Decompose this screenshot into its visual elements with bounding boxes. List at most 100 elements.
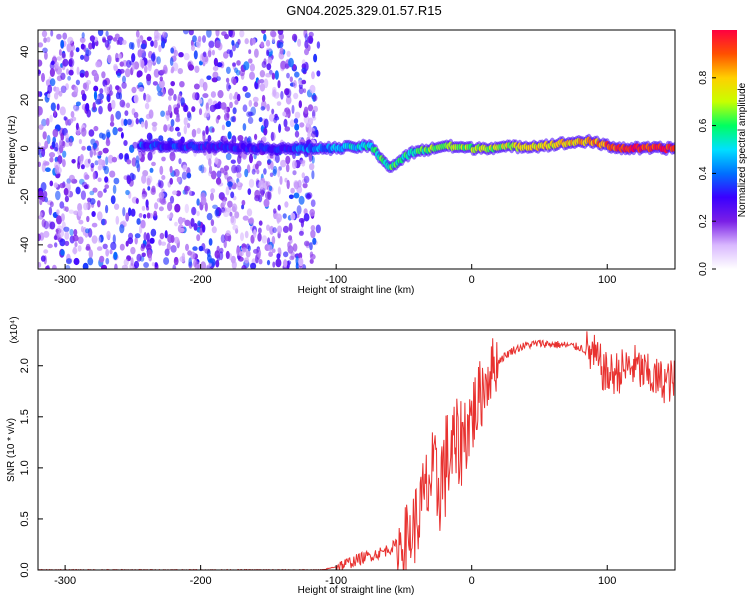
colorbar-label: Normalized spectral amplitude xyxy=(737,82,748,217)
spectrogram-noise-cell xyxy=(75,186,81,195)
spectrogram-noise-cell xyxy=(254,133,258,140)
spectrogram-noise-cell xyxy=(115,85,120,91)
spectrogram-noise-cell xyxy=(188,190,192,196)
spectrogram-noise-cell xyxy=(72,104,77,110)
spectrogram-noise-cell xyxy=(275,154,280,164)
spectrogram-noise-cell xyxy=(282,213,287,219)
spectrogram-noise-cell xyxy=(260,41,265,48)
spectrogram-noise-cell xyxy=(248,58,253,64)
spectrogram-noise-cell xyxy=(265,39,271,47)
spectrogram-noise-cell xyxy=(146,73,152,82)
spectrogram-noise-cell xyxy=(101,218,105,226)
spectrogram-noise-cell xyxy=(263,168,267,175)
spectrogram-noise-cell xyxy=(223,165,230,171)
spectrogram-noise-cell xyxy=(292,64,297,70)
spectrogram-noise-cell xyxy=(160,110,166,117)
spectrogram-noise-cell xyxy=(44,196,48,203)
spectrogram-noise-cell xyxy=(64,240,70,247)
spectrogram-noise-cell xyxy=(70,50,74,58)
spectrogram-noise-cell xyxy=(177,216,184,225)
spectrogram-noise-cell xyxy=(288,57,294,68)
spectrogram-noise-cell xyxy=(283,118,288,128)
spectrogram-noise-cell xyxy=(93,149,97,156)
spectrogram-noise-cell xyxy=(307,132,312,138)
colorbar: 0.0 0.2 0.4 0.6 0.8 Normalized spectral ampl… xyxy=(698,30,748,276)
spectrogram-noise-cell xyxy=(266,49,270,56)
snr-x-tick-label: 0 xyxy=(469,575,475,587)
spectrogram-noise-cell xyxy=(290,187,295,194)
spectrogram-noise-cell xyxy=(38,106,43,116)
spectrogram-noise-cell xyxy=(249,63,255,72)
spectrogram-noise-cell xyxy=(93,125,99,132)
spectrogram-noise-cell xyxy=(66,258,72,265)
spectrogram-noise-cell xyxy=(267,57,273,65)
spectrogram-noise-cell xyxy=(263,198,270,208)
spectrogram-noise-cell xyxy=(234,99,239,105)
spectrogram-noise-cell xyxy=(81,93,87,102)
spectrogram-noise-cell xyxy=(58,145,64,154)
spectrogram-noise-cell xyxy=(310,199,316,207)
spectrogram-noise-cell xyxy=(104,39,110,48)
spectrogram-noise-cell xyxy=(160,241,167,246)
spectrogram-noise-cell xyxy=(90,162,95,168)
spectrogram-noise-cell xyxy=(293,118,299,124)
spectrogram-noise-cell xyxy=(97,200,101,208)
spectrogram-noise-cell xyxy=(263,127,268,136)
spectrogram-noise-cell xyxy=(197,220,202,227)
spectrogram-noise-cell xyxy=(210,91,216,98)
spectrogram-noise-cell xyxy=(275,258,282,268)
spectrogram-noise-cell xyxy=(141,59,145,69)
spectrogram-noise-cell xyxy=(82,262,89,269)
spectrogram-noise-cell xyxy=(204,248,211,254)
spectrogram-noise-cell xyxy=(109,84,113,92)
spectrogram-noise-cell xyxy=(103,188,107,193)
spectrogram-noise-cell xyxy=(212,66,219,71)
spectrogram-noise-cell xyxy=(241,199,246,206)
spectrogram-noise-cell xyxy=(178,52,184,58)
spectrogram-noise-cell xyxy=(105,30,109,37)
spectrogram-noise-cell xyxy=(298,257,304,267)
spectrogram-noise-cell xyxy=(266,103,270,112)
spectrogram-noise-cell xyxy=(161,40,165,49)
spectrogram-noise-cell xyxy=(232,224,239,231)
spectrogram-noise-cell xyxy=(149,167,154,173)
spectrogram-noise-cell xyxy=(161,156,166,162)
spectrogram-noise-cell xyxy=(140,243,146,249)
spectrogram-noise-cell xyxy=(104,176,109,183)
spectrogram-noise-cell xyxy=(132,141,138,149)
spectrogram-noise-cell xyxy=(299,122,305,128)
spectrogram-noise-cell xyxy=(216,170,222,178)
spectrogram-noise-cell xyxy=(270,160,274,171)
spectrogram-noise-cell xyxy=(77,236,84,245)
spectrogram-noise-cell xyxy=(67,36,74,45)
spectrogram-noise-cell xyxy=(244,38,249,45)
spectrogram-noise-cell xyxy=(169,177,173,185)
snr-y-tick-label: 0.0 xyxy=(19,562,31,577)
spectrogram-noise-cell xyxy=(180,97,185,106)
spectrogram-noise-cell xyxy=(143,214,147,219)
spectrogram-noise-cell xyxy=(242,104,248,112)
spectrogram-noise-cell xyxy=(41,118,47,127)
spectrogram-noise-cell xyxy=(277,80,281,89)
spectrogram-noise-cell xyxy=(301,67,307,74)
spectrogram-noise-cell xyxy=(146,132,153,141)
spectrogram-noise-cell xyxy=(163,257,170,265)
spectrogram-noise-cell xyxy=(125,102,131,109)
spectrogram-noise-cell xyxy=(85,49,92,57)
spectrogram-noise-cell xyxy=(109,121,115,127)
spectrogram-noise-cell xyxy=(295,255,299,266)
spectrogram-noise-cell xyxy=(102,243,108,250)
spectrogram-noise-cell xyxy=(298,195,305,205)
spectrogram-noise-cell xyxy=(258,220,263,226)
spectrogram-noise-cell xyxy=(232,78,237,86)
spectrogram-noise-cell xyxy=(53,182,59,188)
spectrogram-noise-cell xyxy=(101,71,106,79)
spectrogram-noise-cell xyxy=(258,259,263,265)
spectrogram-noise-cell xyxy=(94,160,99,166)
spectrogram-noise-cell xyxy=(298,230,304,236)
spectrogram-noise-cell xyxy=(155,32,162,38)
spectrogram-noise-cell xyxy=(249,153,253,164)
spectrogram-noise-cell xyxy=(116,39,120,45)
spectrogram-noise-cell xyxy=(123,140,128,146)
spectrogram-noise-cell xyxy=(92,142,98,149)
